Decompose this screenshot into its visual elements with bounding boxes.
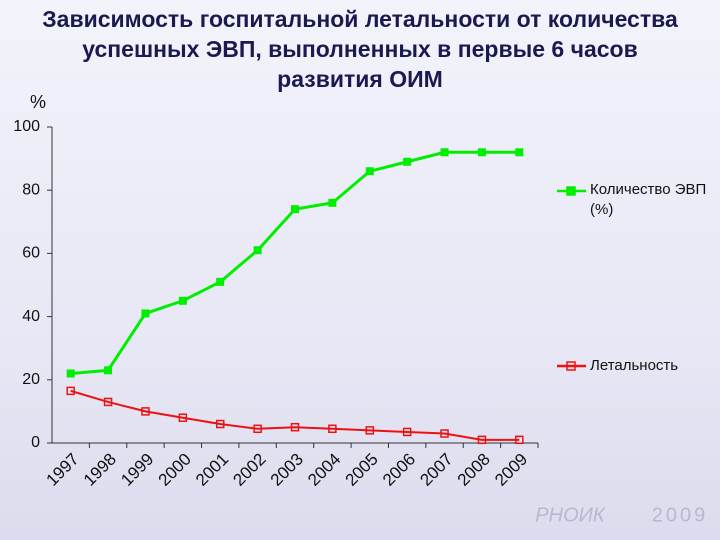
series-marker: [103, 397, 113, 407]
logo-name: РНОИК: [535, 504, 606, 526]
series-marker: [141, 407, 150, 416]
series-marker: [216, 277, 225, 286]
series-marker: [178, 296, 187, 305]
x-tick-label: 1997: [43, 450, 83, 490]
y-tick-label: 60: [22, 245, 40, 262]
series-marker: [328, 198, 337, 207]
series-marker: [178, 413, 188, 422]
x-tick-label: 2001: [192, 450, 232, 490]
y-tick-label: 20: [22, 371, 40, 388]
series-marker: [403, 157, 412, 166]
series-marker: [253, 246, 262, 255]
logo-year: 2009: [652, 504, 709, 526]
x-tick-label: 1999: [117, 450, 157, 490]
series-marker: [291, 205, 299, 214]
series-marker: [104, 366, 113, 375]
x-tick-label: 2008: [454, 450, 494, 490]
x-tick-label: 2004: [304, 450, 344, 490]
y-tick-label: 80: [22, 181, 40, 198]
series-marker: [365, 167, 374, 176]
x-tick-label: 2003: [267, 450, 307, 490]
x-tick-label: 2007: [416, 450, 456, 490]
y-axis-label: %: [30, 92, 46, 112]
y-tick-label: 100: [13, 118, 40, 135]
series-marker: [66, 369, 75, 378]
series-marker: [402, 427, 412, 437]
series-marker: [515, 148, 524, 157]
series-line: [70, 150, 520, 375]
series-marker: [440, 148, 449, 157]
series-marker: [365, 426, 375, 435]
y-tick-label: 40: [22, 308, 40, 325]
chart-title: Зависимость госпитальной летальности от …: [42, 6, 678, 92]
series-marker: [215, 419, 225, 429]
x-tick-label: 2009: [491, 450, 531, 490]
x-tick-label: 2000: [155, 450, 195, 490]
series-marker: [253, 424, 262, 434]
series-marker: [440, 429, 449, 438]
legend-marker: [566, 186, 576, 196]
y-tick-label: 0: [31, 434, 40, 451]
x-tick-label: 2005: [342, 450, 382, 490]
x-tick-label: 2006: [379, 450, 419, 490]
series-line: [70, 389, 520, 441]
legend-label: Летальность: [590, 357, 679, 374]
x-tick-label: 1998: [80, 450, 120, 490]
series-marker: [141, 309, 150, 318]
series-marker: [477, 148, 486, 157]
series-marker: [515, 435, 524, 445]
legend-marker: [566, 361, 576, 371]
x-tick-label: 2002: [229, 450, 269, 490]
series-marker: [477, 435, 487, 445]
series-marker: [290, 422, 300, 432]
legend-label: Количество ЭВП (%): [590, 181, 707, 218]
series-marker: [328, 424, 337, 434]
series-marker: [66, 386, 75, 396]
